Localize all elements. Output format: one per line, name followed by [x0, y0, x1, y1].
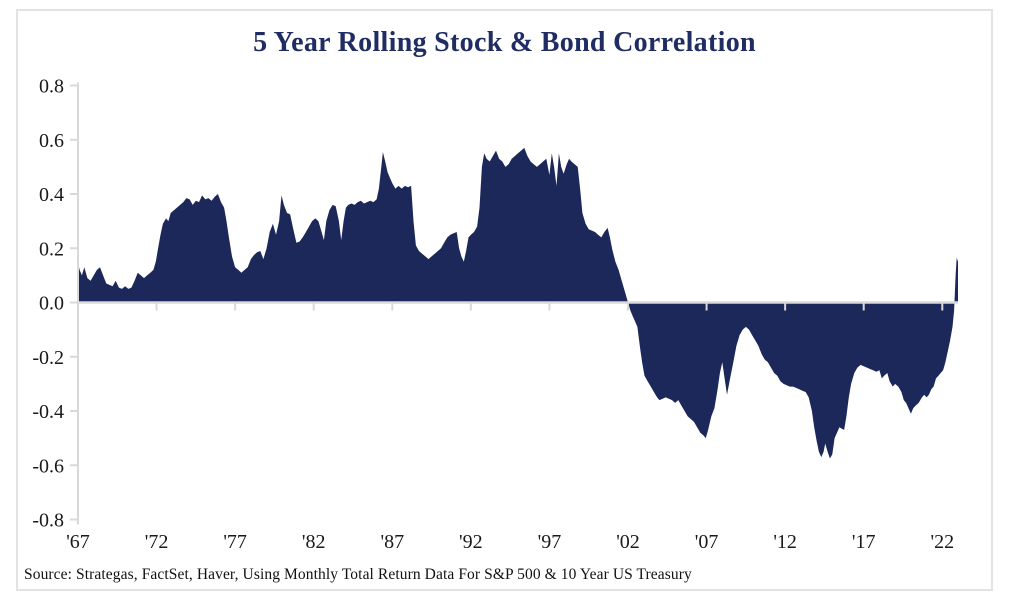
y-tick-label: 0.0 — [39, 293, 64, 315]
y-tick-label: 0.6 — [39, 130, 64, 152]
x-tick-label: '07 — [695, 531, 719, 553]
x-tick-label: '12 — [773, 531, 797, 553]
x-tick-label: '82 — [302, 531, 326, 553]
x-tick-label: '67 — [66, 531, 90, 553]
y-tick-label: -0.6 — [32, 455, 64, 477]
x-tick-label: '02 — [616, 531, 640, 553]
x-tick-label: '72 — [145, 531, 169, 553]
y-tick-label: 0.4 — [39, 184, 64, 206]
y-tick-label: 0.2 — [39, 238, 64, 260]
x-tick-label: '77 — [223, 531, 247, 553]
y-tick-label: -0.2 — [32, 347, 64, 369]
chart-title: 5 Year Rolling Stock & Bond Correlation — [253, 27, 756, 58]
y-tick-label: -0.4 — [32, 401, 64, 423]
y-tick-label: 0.8 — [39, 76, 64, 98]
x-tick-label: '97 — [538, 531, 562, 553]
y-tick-label: -0.8 — [32, 510, 64, 532]
source-note: Source: Strategas, FactSet, Haver, Using… — [24, 566, 692, 583]
x-tick-label: '22 — [930, 531, 954, 553]
x-tick-label: '87 — [380, 531, 404, 553]
x-tick-label: '17 — [852, 531, 876, 553]
x-tick-label: '92 — [459, 531, 483, 553]
